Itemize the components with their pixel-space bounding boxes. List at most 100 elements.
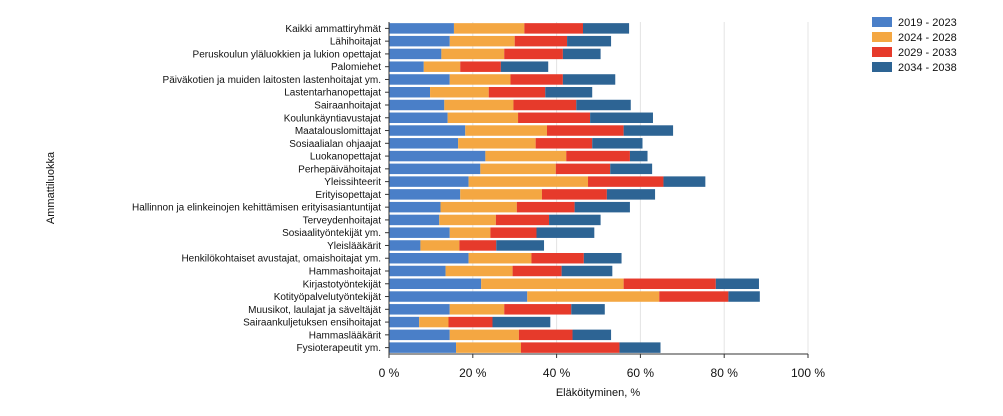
bar-segment xyxy=(389,329,450,341)
bars-layer xyxy=(389,23,760,353)
category-label: Perhepäivähoitajat xyxy=(298,164,381,175)
bar-segment xyxy=(518,329,573,341)
category-label: Yleislääkärit xyxy=(327,241,381,252)
bar-segment xyxy=(456,342,521,353)
bar-segment xyxy=(389,342,457,353)
bar-segment xyxy=(481,278,624,290)
bar-segment xyxy=(389,163,481,175)
bar-segment xyxy=(389,227,450,238)
category-label: Hammaslääkärit xyxy=(309,330,381,341)
bar-segment xyxy=(420,240,460,251)
bar-segment xyxy=(389,86,431,98)
category-label: Henkilökohtaiset avustajat, omaishoitaja… xyxy=(181,254,381,265)
bar-segment xyxy=(423,61,461,72)
bar-segment xyxy=(516,201,575,213)
legend-label: 2029 - 2033 xyxy=(898,47,957,59)
bar-segment xyxy=(389,99,445,111)
bar-segment xyxy=(447,112,519,124)
bar-segment xyxy=(389,138,459,149)
bar-segment xyxy=(583,252,622,264)
bar-segment xyxy=(562,48,601,60)
bar-segment xyxy=(389,240,421,251)
bar-segment xyxy=(536,227,595,238)
category-label: Lastentarhanopettajat xyxy=(284,88,381,99)
bar-segment xyxy=(566,150,630,162)
bar-segment xyxy=(389,23,454,34)
bar-segment xyxy=(572,329,612,341)
bar-segment xyxy=(389,48,442,60)
bar-segment xyxy=(606,189,656,200)
category-label: Hallinnon ja elinkeinojen kehittämisen e… xyxy=(132,203,381,214)
category-label: Kotityöpalvelutyöntekijät xyxy=(274,292,382,303)
bar-segment xyxy=(389,291,528,302)
bar-segment xyxy=(389,189,461,200)
category-label: Kaikki ammattiryhmät xyxy=(285,24,381,35)
legend-swatch xyxy=(872,47,892,57)
category-label: Maatalouslomittajat xyxy=(295,126,381,137)
bar-segment xyxy=(561,265,613,277)
bar-segment xyxy=(500,61,549,72)
bar-segment xyxy=(629,150,648,162)
bar-segment xyxy=(527,291,660,302)
bar-segment xyxy=(588,176,664,187)
bar-segment xyxy=(389,74,450,85)
bar-segment xyxy=(549,214,601,226)
x-tick-label: 0 % xyxy=(379,366,400,380)
category-label: Sairaanhoitajat xyxy=(314,101,381,112)
bar-segment xyxy=(459,240,497,251)
bar-segment xyxy=(389,176,469,187)
bar-segment xyxy=(458,138,536,149)
bar-segment xyxy=(488,86,546,98)
category-label: Yleissihteerit xyxy=(324,177,381,188)
category-label: Kirjastotyöntekijät xyxy=(303,279,382,290)
bar-segment xyxy=(541,189,607,200)
bar-segment xyxy=(468,252,532,264)
x-tick-label: 60 % xyxy=(627,366,655,380)
category-label: Sosiaalityöntekijät ym. xyxy=(282,228,381,239)
legend: 2019 - 2023 2024 - 2028 2029 - 2033 2034 - … xyxy=(872,17,957,74)
bar-segment xyxy=(495,214,550,226)
category-label: Muusikot, laulajat ja säveltäjät xyxy=(248,305,381,316)
bar-segment xyxy=(715,278,759,290)
x-tick-labels: 0 % 20 % 40 % 60 % 80 % 100 % xyxy=(379,366,826,380)
bar-segment xyxy=(449,329,519,341)
category-label: Erityisopettajat xyxy=(315,190,381,201)
bar-segment xyxy=(623,278,716,290)
bar-segment xyxy=(520,342,620,353)
bar-segment xyxy=(659,291,729,302)
category-label: Luokanopettajat xyxy=(310,152,381,163)
bar-segment xyxy=(448,316,493,328)
category-label: Sosiaalialan ohjaajat xyxy=(289,139,381,150)
bar-segment xyxy=(514,35,568,47)
bar-segment xyxy=(531,252,584,264)
legend-swatch xyxy=(872,17,892,27)
bar-segment xyxy=(728,291,760,302)
x-tick-label: 80 % xyxy=(711,366,739,380)
bar-segment xyxy=(546,125,624,136)
bar-segment xyxy=(419,316,449,328)
bar-segment xyxy=(555,163,611,175)
bar-segment xyxy=(440,201,517,213)
bar-segment xyxy=(389,150,486,162)
bar-segment xyxy=(439,214,496,226)
legend-label: 2024 - 2028 xyxy=(898,32,957,44)
category-label: Terveydenhoitajat xyxy=(303,215,382,226)
bar-segment xyxy=(504,304,572,315)
category-label: Fysioterapeutit ym. xyxy=(297,343,381,354)
bar-segment xyxy=(441,48,505,60)
y-axis-title: Ammattiluokka xyxy=(45,151,57,224)
category-label: Palomiehet xyxy=(331,62,381,73)
category-label: Sairaankuljetuksen ensihoitajat xyxy=(243,318,381,329)
bar-segment xyxy=(582,23,630,34)
bar-segment xyxy=(567,35,612,47)
bar-segment xyxy=(389,112,448,124)
bar-segment xyxy=(444,99,514,111)
legend-swatch xyxy=(872,62,892,72)
category-label: Koulunkäyntiavustajat xyxy=(284,113,382,124)
bar-segment xyxy=(513,99,577,111)
category-label: Hammashoitajat xyxy=(309,267,381,278)
x-axis-title: Eläköityminen, % xyxy=(556,387,641,399)
bar-segment xyxy=(389,201,441,213)
bar-segment xyxy=(619,342,661,353)
